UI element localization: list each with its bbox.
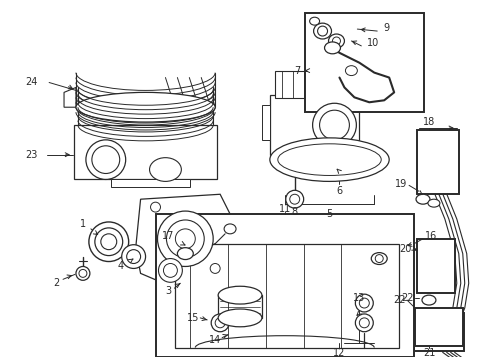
Ellipse shape xyxy=(333,37,341,45)
Bar xyxy=(74,125,217,179)
Polygon shape xyxy=(262,105,270,140)
Ellipse shape xyxy=(328,34,344,48)
Text: 15: 15 xyxy=(187,313,199,323)
Text: 12: 12 xyxy=(333,347,345,357)
Ellipse shape xyxy=(416,194,430,204)
Text: 9: 9 xyxy=(383,23,389,33)
Text: 23: 23 xyxy=(25,150,37,160)
Bar xyxy=(414,313,464,351)
Text: 8: 8 xyxy=(292,207,298,217)
Text: 5: 5 xyxy=(326,209,333,219)
Polygon shape xyxy=(64,87,76,107)
Ellipse shape xyxy=(157,211,213,266)
Bar xyxy=(305,13,424,112)
Ellipse shape xyxy=(375,255,383,262)
Ellipse shape xyxy=(76,93,215,122)
Ellipse shape xyxy=(86,140,125,179)
Text: 20: 20 xyxy=(399,244,411,254)
Text: 4: 4 xyxy=(118,261,124,271)
Bar xyxy=(417,130,459,194)
Ellipse shape xyxy=(318,26,327,36)
Text: 18: 18 xyxy=(423,117,435,127)
Bar xyxy=(111,179,190,187)
Bar xyxy=(270,95,359,155)
Text: 3: 3 xyxy=(165,286,172,296)
Text: 16: 16 xyxy=(425,231,437,241)
Ellipse shape xyxy=(211,314,229,332)
Bar xyxy=(415,308,463,346)
Text: 1: 1 xyxy=(80,219,86,229)
Bar xyxy=(175,244,399,347)
Ellipse shape xyxy=(150,202,161,212)
Text: 14: 14 xyxy=(209,335,221,345)
Ellipse shape xyxy=(422,295,436,305)
Ellipse shape xyxy=(218,286,262,304)
Ellipse shape xyxy=(313,103,356,147)
Ellipse shape xyxy=(164,264,177,277)
Ellipse shape xyxy=(345,66,357,76)
Ellipse shape xyxy=(95,228,122,256)
Ellipse shape xyxy=(371,253,387,265)
Bar xyxy=(342,64,361,77)
Bar xyxy=(155,214,414,357)
Ellipse shape xyxy=(79,269,87,277)
Text: 22: 22 xyxy=(393,295,405,305)
Text: 24: 24 xyxy=(25,77,37,87)
Text: 13: 13 xyxy=(353,293,366,303)
Text: 11: 11 xyxy=(279,204,291,214)
Ellipse shape xyxy=(286,190,304,208)
Ellipse shape xyxy=(210,264,220,273)
Ellipse shape xyxy=(278,144,381,175)
Ellipse shape xyxy=(92,146,120,174)
Text: 17: 17 xyxy=(162,231,174,241)
Text: 6: 6 xyxy=(337,186,343,196)
Bar xyxy=(417,239,455,293)
Ellipse shape xyxy=(149,158,181,181)
Ellipse shape xyxy=(158,258,182,282)
Text: 22: 22 xyxy=(401,293,414,303)
Ellipse shape xyxy=(319,110,349,140)
Text: 7: 7 xyxy=(294,66,301,76)
Ellipse shape xyxy=(177,248,193,260)
Ellipse shape xyxy=(359,298,369,308)
Ellipse shape xyxy=(355,294,373,312)
Ellipse shape xyxy=(76,266,90,280)
Ellipse shape xyxy=(101,234,117,249)
Text: 19: 19 xyxy=(395,179,407,189)
Ellipse shape xyxy=(270,138,389,181)
Ellipse shape xyxy=(290,194,300,204)
Ellipse shape xyxy=(314,23,332,39)
Ellipse shape xyxy=(215,318,225,328)
Ellipse shape xyxy=(310,17,319,25)
Ellipse shape xyxy=(428,199,440,207)
Text: 2: 2 xyxy=(53,278,59,288)
Polygon shape xyxy=(136,194,230,288)
Ellipse shape xyxy=(175,229,196,249)
Ellipse shape xyxy=(167,220,204,257)
Ellipse shape xyxy=(324,42,341,54)
Ellipse shape xyxy=(127,249,141,264)
Ellipse shape xyxy=(355,314,373,332)
Ellipse shape xyxy=(359,318,369,328)
Ellipse shape xyxy=(224,224,236,234)
Ellipse shape xyxy=(122,245,146,269)
Bar xyxy=(275,71,354,98)
Text: 21: 21 xyxy=(423,347,435,357)
Ellipse shape xyxy=(218,309,262,327)
Text: 10: 10 xyxy=(367,38,379,48)
Ellipse shape xyxy=(89,222,129,261)
